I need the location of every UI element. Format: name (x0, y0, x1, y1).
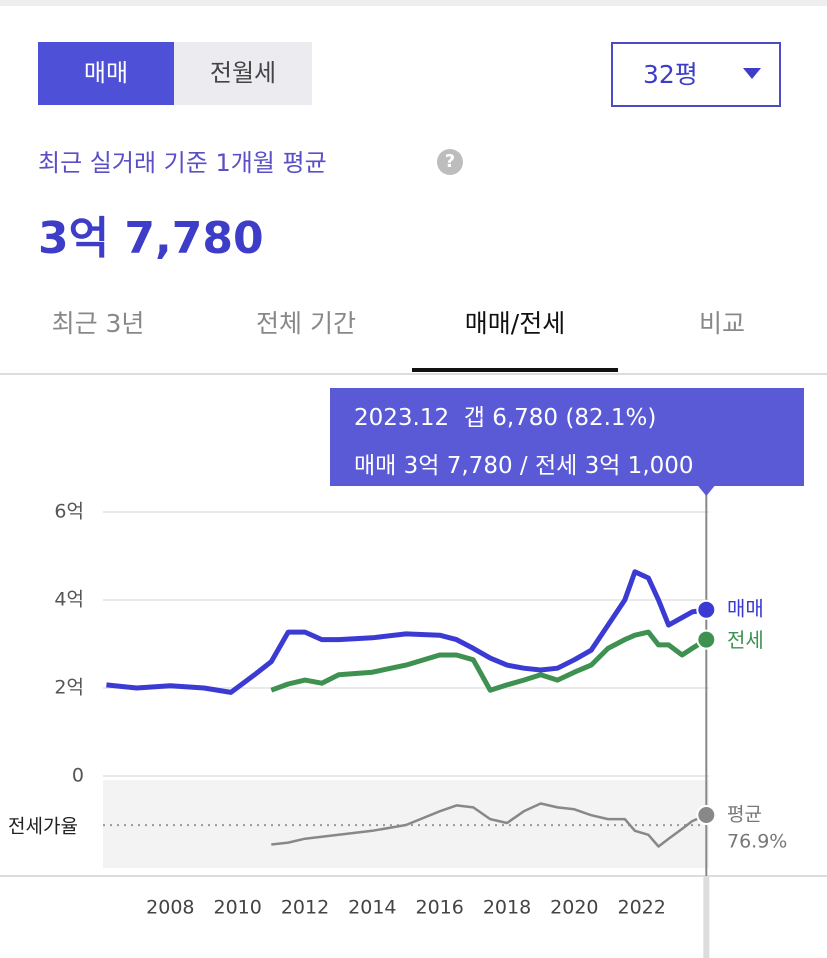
x-tick-label: 2018 (483, 897, 531, 919)
help-icon[interactable]: ? (437, 149, 463, 175)
toggle-button-active[interactable]: 매매 (38, 42, 174, 105)
x-tick-label: 2010 (213, 897, 261, 919)
x-tick-label: 2014 (348, 897, 396, 919)
y-tick-label: 4억 (54, 589, 84, 611)
series-line (106, 569, 707, 695)
x-tick-label: 2022 (617, 897, 665, 919)
end-point (696, 629, 717, 650)
tab[interactable]: 비교 (698, 309, 745, 338)
series-line (271, 802, 707, 848)
average-label: 평균 (727, 804, 762, 826)
top-strip (0, 0, 827, 6)
tab[interactable]: 전체 기간 (256, 309, 356, 338)
x-tick-label: 2020 (550, 897, 598, 919)
y-tick-label: 0 (72, 765, 84, 787)
tooltip-line: 2023.12 갭 6,780 (82.1%) (354, 405, 657, 431)
summary-value: 3억 7,780 (38, 213, 264, 264)
legend-label: 매매 (727, 596, 764, 620)
x-tick-label: 2016 (415, 897, 463, 919)
tab-separator (0, 373, 827, 375)
tooltip-pointer (697, 485, 716, 496)
y-tick-label: 2억 (54, 677, 84, 699)
toggle-button[interactable]: 전월세 (209, 59, 277, 87)
x-tick-label: 2008 (146, 897, 194, 919)
y-tick-label: 6억 (54, 501, 84, 523)
ratio-axis-label: 전세가율 (8, 816, 78, 838)
legend-label: 전세 (727, 628, 764, 652)
end-point (696, 599, 717, 620)
dropdown[interactable]: 32평 (611, 42, 781, 107)
dropdown-label: 32평 (643, 60, 698, 89)
tab-underline (412, 368, 618, 372)
tab-active[interactable]: 매매/전세 (464, 309, 566, 338)
x-tick-label: 2012 (281, 897, 329, 919)
tooltip (330, 388, 804, 486)
dropdown-arrow (743, 68, 761, 79)
average-value: 76.9% (727, 831, 787, 853)
tab[interactable]: 최근 3년 (51, 309, 145, 338)
summary-label: 최근 실거래 기준 1개월 평균 (38, 149, 327, 177)
end-point (696, 805, 717, 826)
series-line (270, 629, 708, 693)
tooltip-line: 매매 3억 7,780 / 전세 3억 1,000 (354, 453, 694, 479)
